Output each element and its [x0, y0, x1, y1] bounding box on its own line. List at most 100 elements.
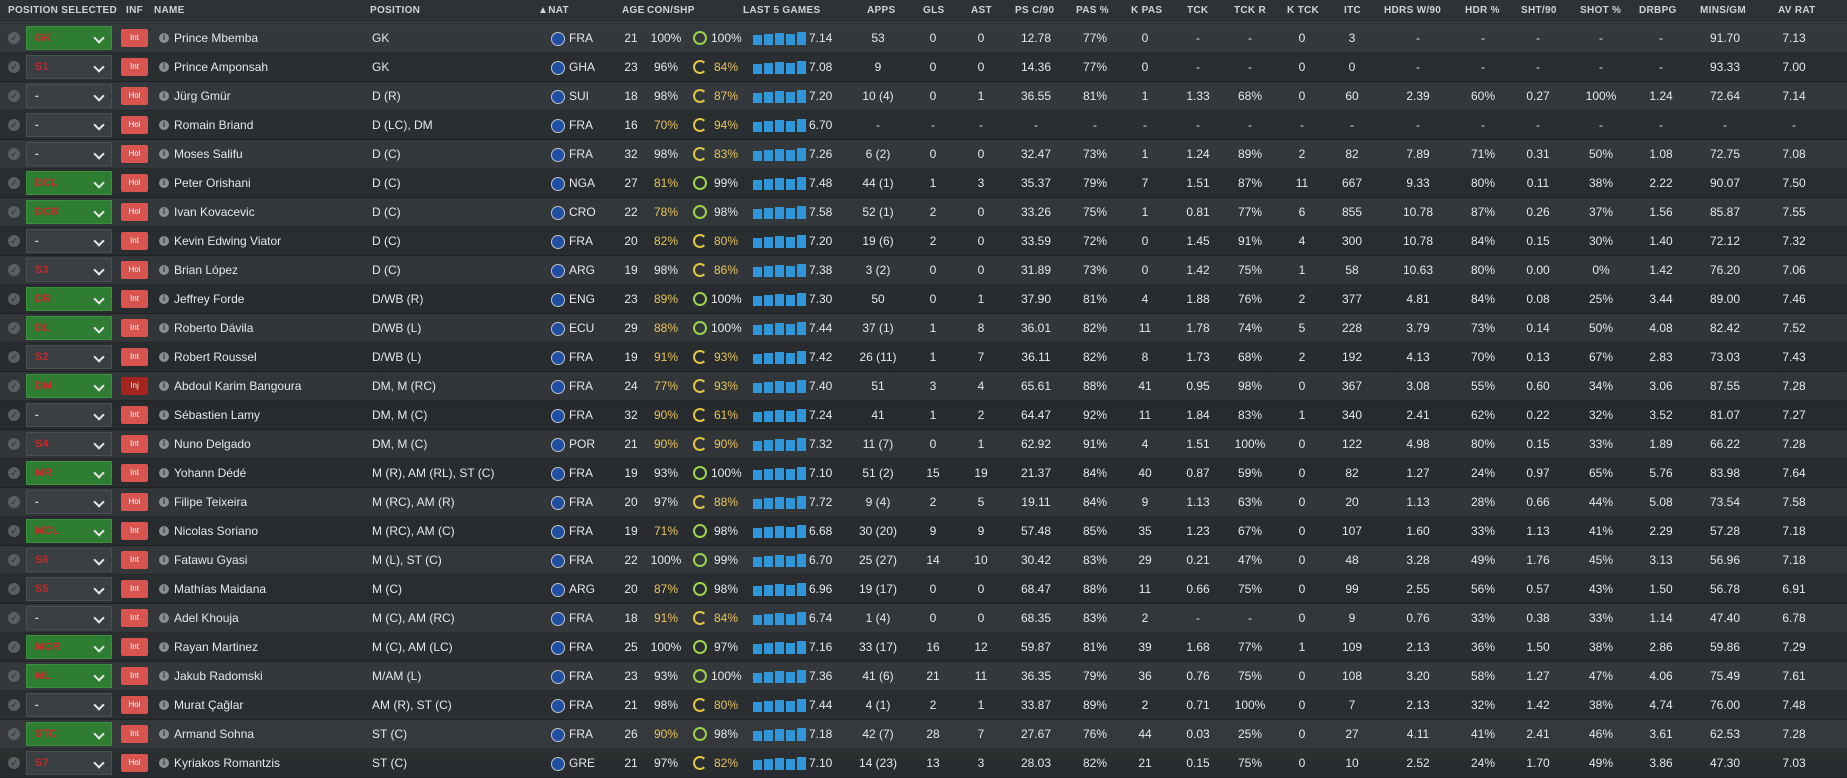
- position-select-dropdown[interactable]: -: [26, 113, 112, 137]
- player-name[interactable]: Nicolas Soriano: [174, 524, 259, 538]
- col-mins-gm[interactable]: MINS/GM: [1700, 5, 1746, 16]
- chevron-down-icon[interactable]: [93, 728, 105, 740]
- table-row[interactable]: ✓ - Hol i Romain Briand D (LC), DM FRA 16 70% 94%…: [0, 111, 1847, 140]
- chevron-down-icon[interactable]: [93, 583, 105, 595]
- col-con-shp[interactable]: CON/SHP: [647, 5, 695, 16]
- player-name[interactable]: Abdoul Karim Bangoura: [174, 379, 302, 393]
- info-icon[interactable]: i: [159, 381, 169, 391]
- info-icon[interactable]: i: [159, 468, 169, 478]
- table-row[interactable]: ✓ DM Inj i Abdoul Karim Bangoura DM, M (RC) FR…: [0, 372, 1847, 401]
- position-select-dropdown[interactable]: -: [26, 403, 112, 427]
- info-icon[interactable]: i: [159, 149, 169, 159]
- col-tck-r[interactable]: TCK R: [1234, 5, 1267, 16]
- select-check-icon[interactable]: ✓: [8, 554, 20, 566]
- chevron-down-icon[interactable]: [93, 670, 105, 682]
- player-name[interactable]: Romain Briand: [174, 118, 254, 132]
- col-sht90[interactable]: SHT/90: [1521, 5, 1557, 16]
- player-name[interactable]: Filipe Teixeira: [174, 495, 248, 509]
- info-status-badge[interactable]: Inj: [121, 377, 148, 395]
- position-select-dropdown[interactable]: DM: [26, 374, 112, 398]
- info-status-badge[interactable]: Hol: [121, 203, 148, 221]
- chevron-down-icon[interactable]: [93, 61, 105, 73]
- player-name[interactable]: Robert Roussel: [174, 350, 257, 364]
- table-row[interactable]: ✓ ML Int i Jakub Radomski M/AM (L) FRA 23 93% 100…: [0, 662, 1847, 691]
- info-icon[interactable]: i: [159, 91, 169, 101]
- col-pas-pct[interactable]: PAS %: [1076, 5, 1109, 16]
- info-icon[interactable]: i: [159, 613, 169, 623]
- player-name[interactable]: Armand Sohna: [174, 727, 255, 741]
- info-status-badge[interactable]: Hol: [121, 696, 148, 714]
- info-icon[interactable]: i: [159, 642, 169, 652]
- select-check-icon[interactable]: ✓: [8, 409, 20, 421]
- select-check-icon[interactable]: ✓: [8, 61, 20, 73]
- table-row[interactable]: ✓ - Int i Kevin Edwing Viator D (C) FRA 20 82% 80…: [0, 227, 1847, 256]
- position-select-dropdown[interactable]: S7: [26, 751, 112, 775]
- position-select-dropdown[interactable]: -: [26, 142, 112, 166]
- info-status-badge[interactable]: Hol: [121, 261, 148, 279]
- select-check-icon[interactable]: ✓: [8, 728, 20, 740]
- position-select-dropdown[interactable]: -: [26, 229, 112, 253]
- col-nat[interactable]: ▲NAT: [538, 5, 569, 16]
- chevron-down-icon[interactable]: [93, 467, 105, 479]
- info-icon[interactable]: i: [159, 439, 169, 449]
- player-name[interactable]: Roberto Dávila: [174, 321, 254, 335]
- table-row[interactable]: ✓ - Hol i Jürg Gmür D (R) SUI 18 98% 87% 7.20 10 (4…: [0, 82, 1847, 111]
- col-position[interactable]: POSITION: [370, 5, 421, 16]
- position-select-dropdown[interactable]: DCR: [26, 200, 112, 224]
- position-select-dropdown[interactable]: DL: [26, 316, 112, 340]
- col-shot-pct[interactable]: SHOT %: [1580, 5, 1622, 16]
- info-icon[interactable]: i: [159, 207, 169, 217]
- player-name[interactable]: Fatawu Gyasi: [174, 553, 248, 567]
- info-status-badge[interactable]: Int: [121, 522, 148, 540]
- chevron-down-icon[interactable]: [93, 496, 105, 508]
- player-name[interactable]: Prince Mbemba: [174, 31, 259, 45]
- chevron-down-icon[interactable]: [93, 409, 105, 421]
- info-icon[interactable]: i: [159, 178, 169, 188]
- player-name[interactable]: Ivan Kovacevic: [174, 205, 255, 219]
- position-select-dropdown[interactable]: S5: [26, 577, 112, 601]
- table-row[interactable]: ✓ S2 Int i Robert Roussel D/WB (L) FRA 19 91% 93%…: [0, 343, 1847, 372]
- chevron-down-icon[interactable]: [93, 699, 105, 711]
- select-check-icon[interactable]: ✓: [8, 148, 20, 160]
- chevron-down-icon[interactable]: [93, 177, 105, 189]
- position-select-dropdown[interactable]: MCL: [26, 519, 112, 543]
- chevron-down-icon[interactable]: [93, 32, 105, 44]
- select-check-icon[interactable]: ✓: [8, 496, 20, 508]
- col-hdr-pct[interactable]: HDR %: [1465, 5, 1500, 16]
- player-name[interactable]: Yohann Dédé: [174, 466, 247, 480]
- info-icon[interactable]: i: [159, 671, 169, 681]
- col-position-selected[interactable]: POSITION SELECTED: [8, 5, 118, 16]
- chevron-down-icon[interactable]: [93, 293, 105, 305]
- info-icon[interactable]: i: [159, 526, 169, 536]
- player-name[interactable]: Jakub Radomski: [174, 669, 263, 683]
- table-row[interactable]: ✓ S6 Int i Fatawu Gyasi M (L), ST (C) FRA 22 100…: [0, 546, 1847, 575]
- select-check-icon[interactable]: ✓: [8, 670, 20, 682]
- info-icon[interactable]: i: [159, 758, 169, 768]
- player-name[interactable]: Peter Orishani: [174, 176, 251, 190]
- chevron-down-icon[interactable]: [93, 438, 105, 450]
- col-hdrs-w90[interactable]: HDRS W/90: [1384, 5, 1442, 16]
- table-row[interactable]: ✓ - Int i Sébastien Lamy DM, M (C) FRA 32 90% 61%…: [0, 401, 1847, 430]
- info-icon[interactable]: i: [159, 236, 169, 246]
- col-ps-c90[interactable]: PS C/90: [1015, 5, 1055, 16]
- player-name[interactable]: Moses Salifu: [174, 147, 243, 161]
- info-status-badge[interactable]: Int: [121, 58, 148, 76]
- select-check-icon[interactable]: ✓: [8, 351, 20, 363]
- position-select-dropdown[interactable]: -: [26, 490, 112, 514]
- chevron-down-icon[interactable]: [93, 757, 105, 769]
- select-check-icon[interactable]: ✓: [8, 32, 20, 44]
- table-row[interactable]: ✓ STC Int i Armand Sohna ST (C) FRA 26 90% 98% 7.1…: [0, 720, 1847, 749]
- col-apps[interactable]: APPS: [867, 5, 896, 16]
- info-status-badge[interactable]: Hol: [121, 754, 148, 772]
- select-check-icon[interactable]: ✓: [8, 235, 20, 247]
- table-row[interactable]: ✓ DL Int i Roberto Dávila D/WB (L) ECU 29 88% 100…: [0, 314, 1847, 343]
- info-icon[interactable]: i: [159, 729, 169, 739]
- player-name[interactable]: Adel Khouja: [174, 611, 239, 625]
- player-name[interactable]: Jeffrey Forde: [174, 292, 245, 306]
- info-icon[interactable]: i: [159, 294, 169, 304]
- col-k-pas[interactable]: K PAS: [1131, 5, 1163, 16]
- info-icon[interactable]: i: [159, 323, 169, 333]
- col-tck[interactable]: TCK: [1187, 5, 1209, 16]
- position-select-dropdown[interactable]: S1: [26, 55, 112, 79]
- table-row[interactable]: ✓ S7 Hol i Kyriakos Romantzis ST (C) GRE 21 97% 8…: [0, 749, 1847, 778]
